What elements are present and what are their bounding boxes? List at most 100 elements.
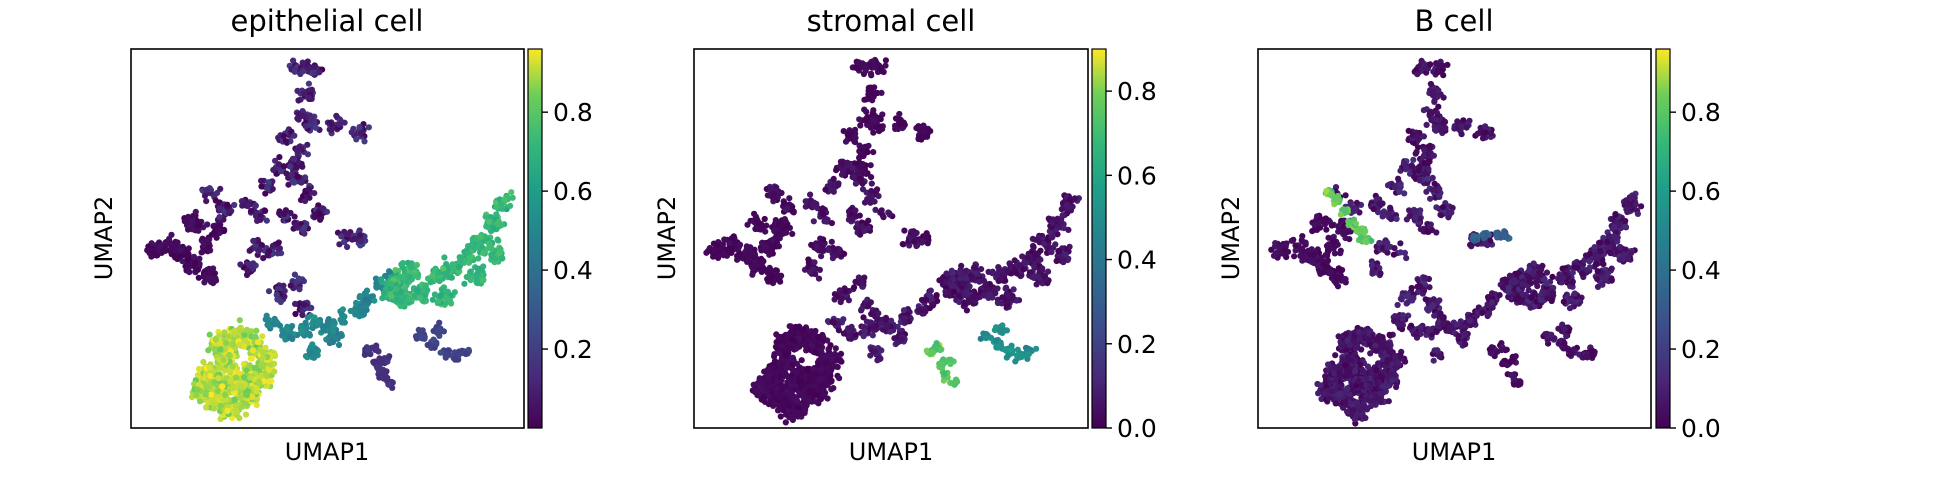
- cell-point: [469, 236, 476, 243]
- cell-point: [291, 271, 298, 278]
- cell-point: [243, 367, 250, 374]
- panel-title: stromal cell: [807, 4, 976, 38]
- cell-point: [162, 247, 169, 254]
- cell-point: [980, 277, 988, 284]
- cell-point: [868, 174, 875, 181]
- cell-point: [840, 316, 847, 323]
- cell-point: [227, 377, 234, 384]
- cell-point: [960, 280, 967, 287]
- cell-point: [232, 374, 240, 381]
- cell-point: [302, 174, 309, 181]
- cell-point: [838, 295, 846, 302]
- cell-point: [1065, 226, 1072, 233]
- cell-point: [849, 216, 856, 223]
- cell-point: [463, 273, 470, 281]
- cell-point: [963, 307, 971, 314]
- cell-point: [166, 235, 173, 242]
- cell-point: [878, 320, 885, 327]
- cell-point: [896, 110, 903, 118]
- cell-point: [306, 332, 313, 339]
- cell-point: [833, 167, 840, 174]
- cell-point: [870, 149, 877, 156]
- cell-point: [258, 177, 265, 184]
- cell-point: [225, 333, 232, 340]
- cell-point: [744, 221, 751, 228]
- cell-point: [299, 59, 306, 66]
- cell-point: [781, 199, 788, 206]
- cell-point: [1031, 252, 1039, 259]
- cell-point: [258, 362, 265, 369]
- cell-point: [157, 243, 164, 250]
- cell-point: [451, 289, 458, 296]
- cell-point: [311, 69, 318, 76]
- cell-point: [247, 355, 255, 362]
- cell-point: [429, 272, 436, 279]
- cell-point: [222, 391, 229, 399]
- cell-point: [871, 117, 878, 124]
- cell-point: [437, 292, 444, 299]
- cell-point: [237, 261, 244, 268]
- cell-point: [810, 218, 817, 225]
- cell-point: [863, 220, 870, 227]
- cell-point: [958, 262, 965, 269]
- cell-point: [1054, 231, 1061, 238]
- cell-point: [196, 255, 203, 262]
- cell-point: [836, 375, 843, 382]
- cell-point: [922, 307, 929, 314]
- cell-point: [456, 264, 463, 271]
- cell-point: [860, 314, 867, 321]
- cell-point: [933, 293, 940, 300]
- cell-point: [762, 267, 769, 274]
- cell-point: [472, 241, 479, 248]
- cell-point: [942, 288, 949, 295]
- cell-point: [870, 107, 877, 114]
- cell-point: [971, 264, 978, 271]
- cell-point: [1004, 291, 1011, 298]
- panel-epithelial-cell: epithelial cell UMAP1 UMAP2 0.20.40.60.8: [90, 4, 593, 466]
- cell-point: [305, 80, 312, 87]
- cell-point: [221, 329, 228, 336]
- cell-point: [302, 197, 309, 205]
- cell-point: [356, 232, 364, 239]
- cell-point: [452, 356, 459, 363]
- cell-point: [901, 317, 908, 325]
- cell-point: [190, 253, 198, 260]
- cell-point: [226, 351, 233, 358]
- cell-point: [258, 183, 265, 190]
- cell-point: [809, 266, 816, 273]
- cell-point: [1054, 215, 1061, 222]
- cell-point: [364, 347, 371, 354]
- cell-point: [336, 121, 343, 128]
- cell-point: [211, 270, 218, 277]
- cell-point: [899, 241, 906, 248]
- cell-point: [767, 247, 774, 254]
- cell-point: [221, 367, 228, 374]
- cell-point: [465, 243, 472, 250]
- cell-point: [344, 243, 351, 251]
- cell-point: [287, 282, 294, 289]
- cell-point: [942, 279, 949, 286]
- cell-point: [179, 258, 186, 265]
- cell-point: [817, 235, 824, 242]
- cell-point: [877, 209, 884, 216]
- cell-point: [777, 278, 784, 285]
- cell-point: [204, 244, 211, 251]
- cell-point: [311, 190, 318, 197]
- cell-point: [976, 278, 983, 285]
- cell-point: [276, 208, 283, 215]
- cell-point: [956, 269, 963, 276]
- cell-point: [323, 208, 331, 215]
- cell-point: [830, 175, 837, 182]
- cell-point: [287, 163, 294, 170]
- cell-point: [385, 381, 392, 388]
- cell-point: [388, 280, 395, 288]
- cell-point: [747, 244, 754, 251]
- cell-point: [807, 191, 814, 198]
- cell-point: [851, 173, 858, 180]
- cell-point: [249, 260, 257, 267]
- cell-point: [274, 285, 281, 292]
- cell-point: [325, 318, 332, 326]
- cell-point: [956, 292, 963, 299]
- cell-point: [750, 262, 757, 269]
- cell-point: [875, 310, 882, 317]
